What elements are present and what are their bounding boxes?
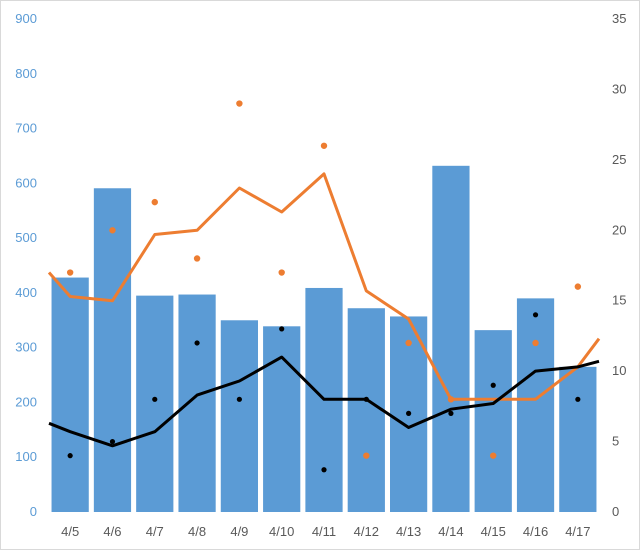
- black-scatter-point: [321, 467, 327, 473]
- bar: [51, 277, 89, 512]
- x-tick-label: 4/6: [103, 524, 121, 539]
- y-left-tick-label: 900: [15, 11, 37, 26]
- black-scatter-point: [448, 410, 454, 416]
- orange-scatter-point: [193, 255, 201, 262]
- black-scatter-point: [532, 312, 539, 318]
- black-scatter-point: [109, 438, 116, 445]
- orange-scatter-point: [109, 227, 116, 234]
- y-left-tick-label: 200: [15, 394, 37, 409]
- orange-scatter-point: [574, 283, 582, 290]
- black-scatter-point: [236, 396, 242, 402]
- x-tick-label: 4/5: [61, 524, 79, 539]
- y-right-tick-label: 20: [612, 222, 626, 237]
- bar: [516, 298, 555, 512]
- y-right-tick-label: 5: [612, 434, 619, 449]
- orange-scatter-point: [532, 339, 539, 347]
- orange-scatter-point: [151, 198, 158, 206]
- bar: [93, 188, 132, 512]
- x-tick-label: 4/16: [523, 524, 548, 539]
- x-tick-label: 4/12: [354, 524, 379, 539]
- black-scatter-point: [152, 396, 158, 402]
- bar: [559, 366, 597, 512]
- black-scatter-point: [363, 396, 369, 402]
- y-right-tick-label: 35: [612, 11, 626, 26]
- y-right-tick-label: 30: [612, 81, 626, 96]
- y-left-tick-label: 100: [15, 449, 37, 464]
- x-tick-label: 4/15: [481, 524, 506, 539]
- y-left-tick-label: 0: [30, 504, 37, 519]
- x-tick-label: 4/13: [396, 524, 421, 539]
- x-tick-label: 4/11: [312, 524, 336, 539]
- x-tick-label: 4/10: [269, 524, 294, 539]
- orange-scatter-point: [66, 269, 74, 276]
- orange-scatter-point: [320, 142, 328, 149]
- y-left-tick-label: 500: [15, 230, 37, 245]
- orange-scatter-point: [405, 339, 412, 347]
- y-left-tick-label: 300: [15, 340, 37, 355]
- bar: [263, 326, 301, 512]
- y-left-tick-label: 600: [15, 175, 37, 190]
- orange-scatter-point: [278, 269, 285, 276]
- orange-scatter-point: [363, 452, 370, 459]
- y-left-tick-label: 800: [15, 66, 37, 81]
- x-tick-label: 4/8: [188, 524, 206, 539]
- y-left-tick-label: 700: [15, 121, 37, 136]
- bar: [136, 295, 174, 512]
- x-tick-label: 4/17: [565, 524, 590, 539]
- black-scatter-point: [194, 340, 200, 346]
- black-scatter-point: [279, 326, 285, 332]
- x-tick-label: 4/14: [438, 524, 463, 539]
- black-scatter-point: [67, 453, 73, 459]
- orange-scatter-point: [236, 100, 243, 107]
- x-tick-label: 4/9: [230, 524, 248, 539]
- x-tick-label: 4/7: [146, 524, 164, 539]
- black-series-line: [48, 355, 600, 448]
- orange-scatter-point: [490, 452, 497, 459]
- black-scatter-point: [575, 396, 581, 402]
- y-right-tick-label: 15: [612, 293, 626, 308]
- y-right-tick-label: 10: [612, 363, 626, 378]
- y-left-tick-label: 400: [15, 285, 37, 300]
- bar: [432, 165, 470, 512]
- y-right-tick-label: 0: [612, 504, 619, 519]
- black-scatter-point: [490, 382, 496, 388]
- y-right-tick-label: 25: [612, 152, 626, 167]
- orange-series-line: [47, 172, 601, 401]
- black-scatter-point: [406, 410, 412, 416]
- orange-scatter-point: [447, 396, 455, 403]
- bar: [474, 330, 512, 512]
- bar: [178, 294, 216, 512]
- bar: [220, 320, 258, 512]
- bar: [347, 308, 385, 512]
